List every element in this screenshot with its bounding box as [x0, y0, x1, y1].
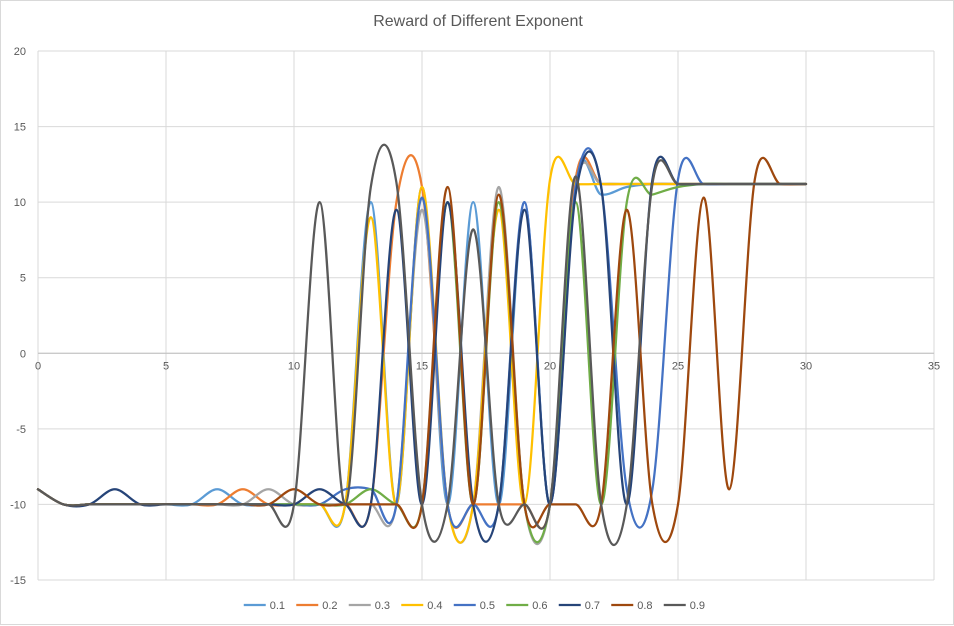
legend-label: 0.7 [585, 600, 600, 612]
legend-label: 0.6 [532, 600, 547, 612]
x-tick-label: 15 [416, 360, 428, 372]
y-tick-label: 20 [14, 46, 26, 58]
x-tick-label: 10 [288, 360, 300, 372]
x-tick-label: 0 [35, 360, 41, 372]
legend-label: 0.4 [427, 600, 442, 612]
x-tick-label: 30 [800, 360, 812, 372]
x-tick-label: 20 [544, 360, 556, 372]
chart-title: Reward of Different Exponent [373, 13, 583, 30]
series-line-0.1 [36, 158, 808, 528]
y-tick-label: -10 [10, 499, 26, 511]
legend-label: 0.2 [322, 600, 337, 612]
legend-label: 0.5 [480, 600, 495, 612]
legend-label: 0.3 [375, 600, 390, 612]
y-tick-label: -5 [16, 424, 26, 436]
y-tick-label: 10 [14, 197, 26, 209]
series-line-0.9 [36, 143, 808, 546]
legend: 0.1 0.2 0.3 0.4 0.5 0.6 0.7 0.8 0.9 [243, 600, 705, 612]
y-tick-label: 0 [20, 348, 26, 360]
y-tick-label: 5 [20, 273, 26, 285]
legend-label: 0.8 [637, 600, 652, 612]
x-tick-label: 5 [163, 360, 169, 372]
legend-label: 0.1 [270, 600, 285, 612]
x-tick-label: 35 [928, 360, 940, 372]
series-layer [36, 143, 808, 546]
y-tick-label: 15 [14, 122, 26, 134]
y-tick-label: -15 [10, 575, 26, 587]
x-tick-label: 25 [672, 360, 684, 372]
legend-label: 0.9 [690, 600, 705, 612]
